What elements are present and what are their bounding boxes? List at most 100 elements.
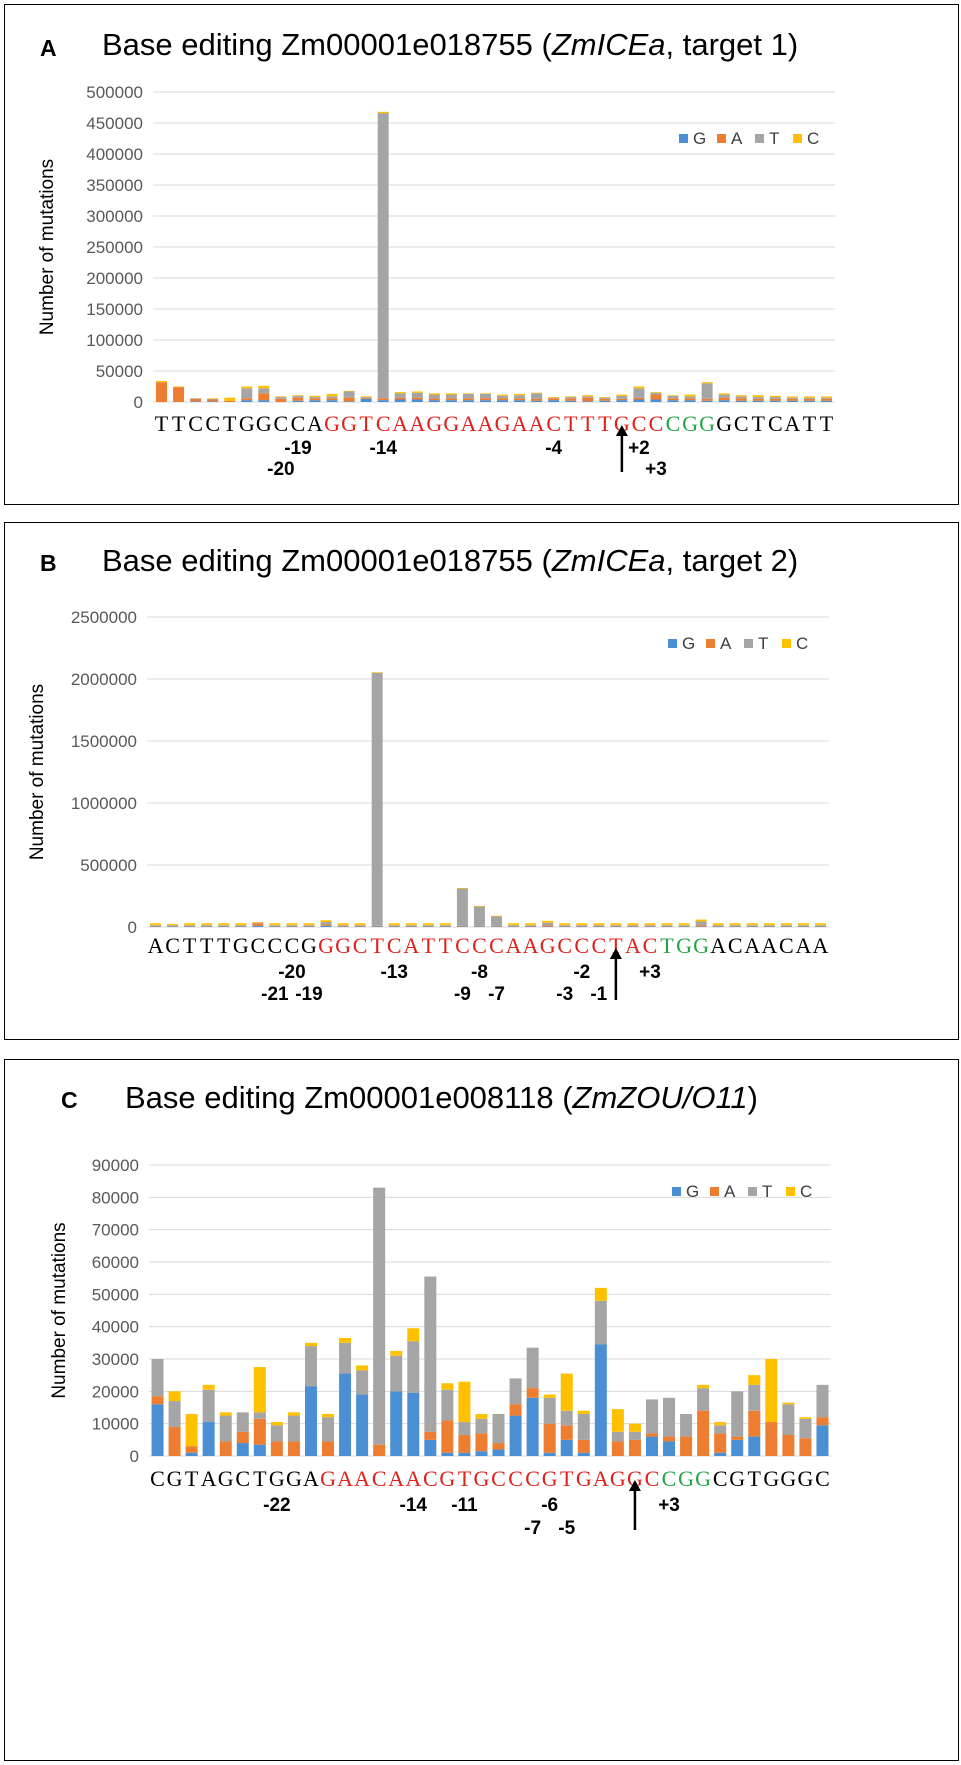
bar-segment-G [309, 400, 321, 402]
legend-label: C [796, 634, 808, 653]
y-tick-label: 250000 [86, 238, 143, 257]
bar-segment-G [560, 1439, 573, 1456]
bar-segment-A [224, 400, 236, 402]
legend-label: T [769, 129, 779, 148]
bar-segment-G [816, 1425, 829, 1456]
bar-segment-T [576, 925, 588, 926]
sequence-base: T [172, 411, 186, 436]
bar-segment-T [394, 393, 406, 398]
bar-segment-A [746, 925, 758, 927]
sequence-base: G [614, 411, 630, 436]
title-gene: ZmZOU/O11 [572, 1080, 748, 1115]
bar-segment-A [190, 398, 202, 402]
bar-segment-T [803, 397, 815, 399]
sequence-base: T [370, 933, 384, 958]
bar-segment-A [491, 925, 503, 927]
bar-segment-A [150, 925, 162, 927]
y-axis-label: Number of mutations [49, 1222, 70, 1398]
bar-segment-A [650, 394, 662, 400]
sequence-base: T [185, 1466, 199, 1491]
position-label: -6 [541, 1495, 558, 1516]
bar-segment-G [207, 401, 219, 402]
bar-segment-G [820, 400, 832, 402]
bar-segment-G [253, 1444, 266, 1456]
bar-segment-T [680, 1413, 693, 1437]
sequence-base: C [662, 1466, 677, 1491]
legend-swatch-G [679, 134, 688, 143]
bar-segment-C [224, 397, 236, 401]
y-tick-label: 50000 [92, 1285, 139, 1304]
bar-segment-T [388, 925, 400, 926]
sequence-base: A [307, 411, 323, 436]
sequence-base: G [233, 933, 249, 958]
sequence-base: T [359, 411, 373, 436]
bar-segment-T [748, 1384, 761, 1411]
bar-segment-A [320, 924, 332, 926]
bar-segment-A [729, 925, 741, 927]
bar-segment-C [577, 1410, 590, 1414]
bar-segment-C [814, 923, 826, 926]
bar-segment-G [258, 400, 270, 402]
bar-segment-C [593, 923, 605, 926]
sequence-base: C [508, 1466, 523, 1491]
bar-segment-C [458, 1381, 471, 1423]
sequence-base: T [820, 411, 834, 436]
bar-segment-T [339, 1342, 352, 1374]
bar-segment-T [320, 922, 332, 925]
bar-segment-G [526, 1397, 539, 1456]
sequence-base: T [458, 1466, 472, 1491]
bar-segment-T [633, 388, 645, 398]
bar-segment-C [627, 923, 639, 926]
sequence-base: C [713, 1466, 728, 1491]
bar-segment-A [627, 925, 639, 927]
bar-segment-C [439, 923, 451, 926]
bar-segment-A [611, 1441, 624, 1456]
bar-segment-A [565, 398, 577, 401]
bar-segment-A [542, 925, 554, 927]
legend-label: A [720, 634, 732, 653]
position-label: -7 [488, 984, 505, 1005]
bar-segment-C [797, 923, 809, 926]
bar-segment-T [714, 1425, 727, 1434]
bar-segment-A [292, 397, 304, 401]
bar-segment-G [428, 400, 440, 402]
sequence-base: G [286, 1466, 302, 1491]
bar-segment-A [582, 397, 594, 402]
bar-segment-C [422, 923, 434, 926]
bar-segment-C [360, 396, 372, 398]
bar-segment-G [286, 926, 298, 927]
bar-segment-C [377, 111, 389, 114]
sequence-base: G [335, 933, 351, 958]
bar-segment-G [667, 400, 679, 402]
bar-segment-G [576, 926, 588, 927]
bar-segment-A [275, 398, 287, 402]
sequence-base: T [183, 933, 197, 958]
bar-segment-A [576, 925, 588, 927]
bar-segment-C [462, 393, 474, 394]
sequence-base: C [205, 411, 220, 436]
panel-c: C Base editing Zm00001e008118 (ZmZOU/O11… [4, 1059, 959, 1761]
bar-segment-C [697, 1384, 710, 1389]
sequence-base: C [455, 933, 470, 958]
bar-segment-A [543, 1423, 556, 1453]
bar-segment-C [219, 1412, 232, 1416]
bar-segment-A [439, 925, 451, 927]
bar-segment-C [650, 392, 662, 393]
bar-segment-G [712, 926, 724, 927]
bar-segment-T [780, 925, 792, 926]
y-tick-label: 50000 [96, 362, 143, 381]
bar-segment-G [304, 1386, 317, 1456]
bar-segment-A [151, 1396, 164, 1405]
bar-segment-A [473, 925, 485, 927]
sequence-base: G [695, 1466, 711, 1491]
bar-segment-C [667, 395, 679, 396]
sequence-base: T [564, 411, 578, 436]
bar-segment-G [714, 1452, 727, 1456]
bar-segment-C [343, 390, 355, 392]
bar-segment-G [475, 1451, 488, 1456]
sequence-base: C [734, 411, 749, 436]
bar-segment-T [560, 1410, 573, 1426]
bar-segment-G [509, 1415, 522, 1456]
bar-segment-T [150, 925, 162, 926]
bar-segment-C [799, 1417, 812, 1419]
